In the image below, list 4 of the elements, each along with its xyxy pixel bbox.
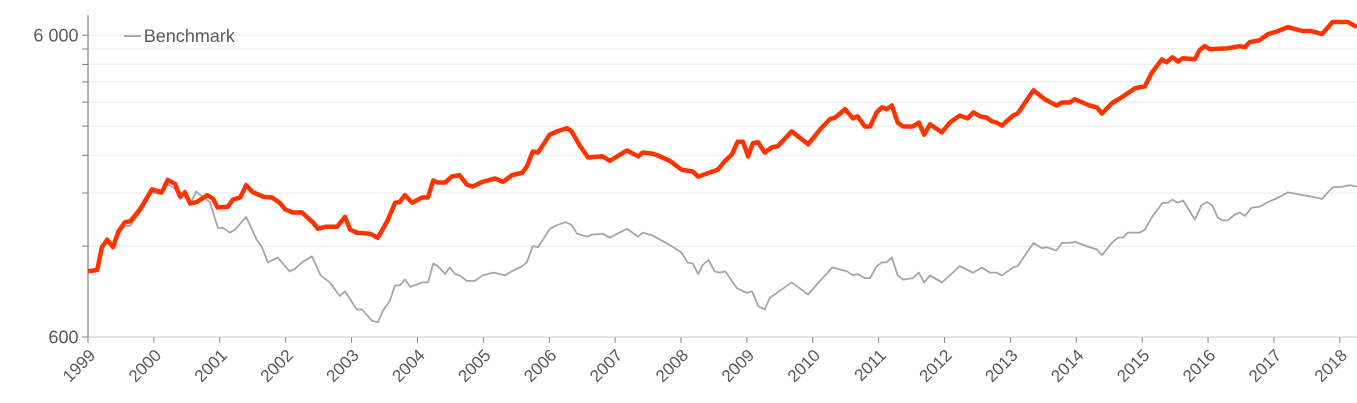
y-tick-label: 600 <box>49 330 78 344</box>
y-tick-label: 6 000 <box>34 28 78 42</box>
line-series <box>85 19 1357 274</box>
legend-label: Benchmark <box>145 28 235 43</box>
